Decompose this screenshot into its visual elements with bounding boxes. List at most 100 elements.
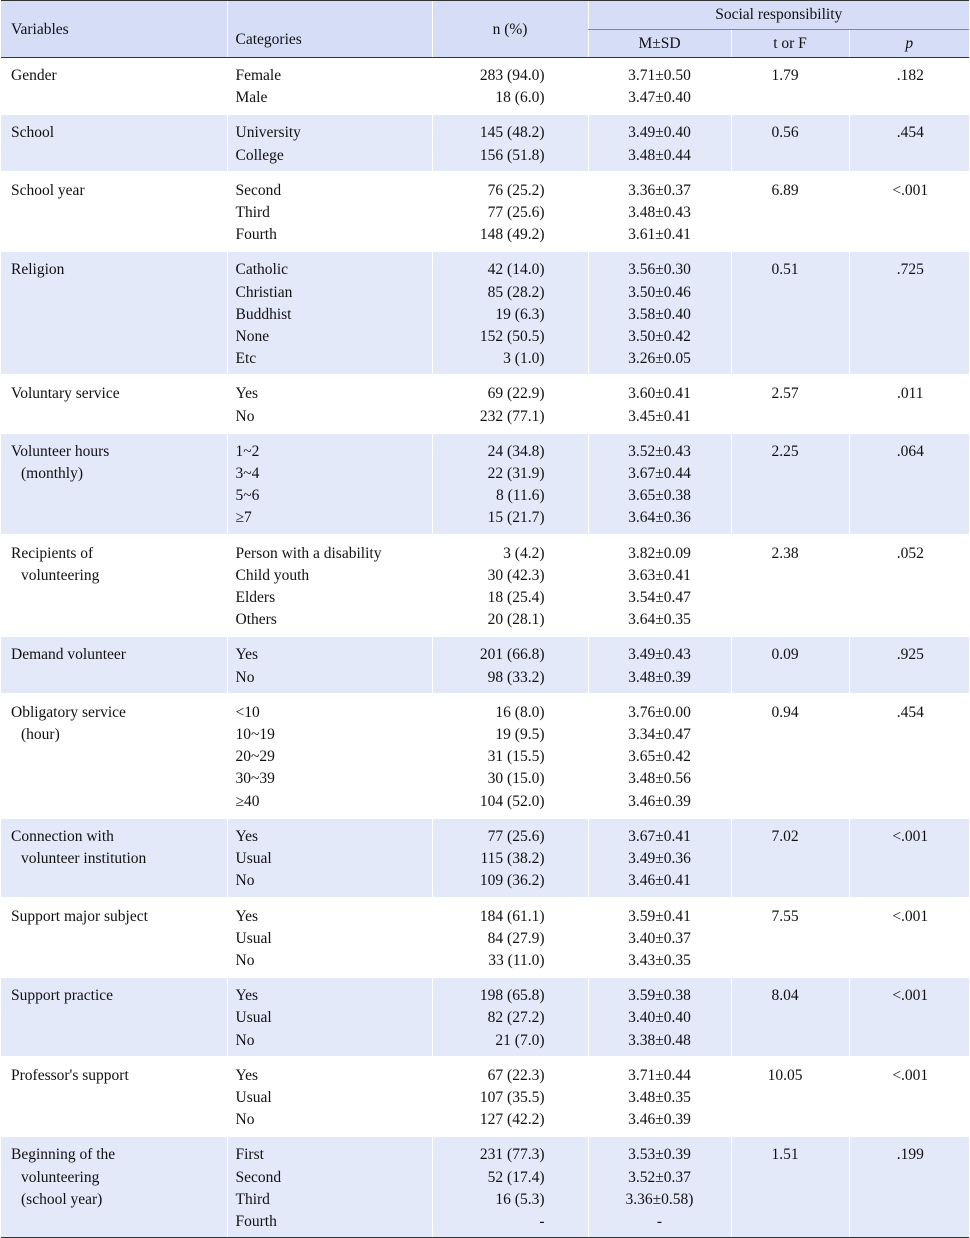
mean-sd-cell-line: 3.49±0.36 xyxy=(628,850,691,868)
category-cell-line: Second xyxy=(235,181,282,199)
mean-sd-cell-line: 3.48±0.56 xyxy=(628,770,691,788)
n-percent-cell-line: 18 (6.0) xyxy=(495,89,545,107)
t-or-f-cell: 6.89 xyxy=(730,170,849,252)
variable-cell-line: School year xyxy=(11,181,85,199)
t-or-f-cell: 2.25 xyxy=(730,431,849,535)
category-cell-line: Others xyxy=(235,611,277,629)
n-percent-cell-line: 18 (25.4) xyxy=(487,589,545,607)
t-or-f-cell: 1.51 xyxy=(730,1135,849,1238)
n-percent-cell: 67 (22.3) 107 (35.5) 127 (42.2) xyxy=(431,1055,588,1137)
variable-cell-line: (school year) xyxy=(21,1190,103,1208)
table-row: Connection with volunteer institution Yes U… xyxy=(1,816,970,898)
n-percent-cell-line: 22 (31.9) xyxy=(487,465,545,483)
variable-cell-line: Obligatory service xyxy=(11,703,126,721)
variable-cell-line: volunteering xyxy=(21,1168,100,1186)
variable-cell-line: Support practice xyxy=(11,987,114,1005)
n-percent-cell-line: 98 (33.2) xyxy=(487,668,545,686)
category-cell-line: ≥40 xyxy=(235,792,260,810)
n-percent-cell-line: 3 (1.0) xyxy=(503,350,545,368)
mean-sd-cell-line: 3.82±0.09 xyxy=(628,544,691,562)
t-or-f-cell: 1.79 xyxy=(730,57,849,115)
table-row: Volunteer hours (monthly) 1~2 3~4 5~6 ≥7 24 (3… xyxy=(1,431,970,535)
n-percent-cell: 145 (48.2) 156 (51.8) xyxy=(431,113,588,172)
n-percent-cell-line: 201 (66.8) xyxy=(479,646,545,664)
t-or-f-cell: 7.02 xyxy=(730,816,849,898)
category-cell-line: Yes xyxy=(235,827,259,845)
table-row: Voluntary service Yes No 69 (22.9) 232 (77.1… xyxy=(1,374,970,433)
mean-sd-cell-line: 3.46±0.39 xyxy=(628,1111,691,1129)
n-percent-cell-line: 109 (36.2) xyxy=(479,872,545,890)
category-cell-line: Second xyxy=(235,1168,282,1186)
mean-sd-cell-line: 3.71±0.50 xyxy=(628,67,691,84)
n-percent-cell: 201 (66.8) 98 (33.2) xyxy=(431,635,588,694)
n-percent-cell-line: 77 (25.6) xyxy=(487,204,545,222)
header-social-responsibility: Social responsibility xyxy=(587,0,970,30)
mean-sd-cell-line: 3.67±0.41 xyxy=(628,827,691,845)
category-cell-line: Usual xyxy=(235,1088,272,1106)
n-percent-cell-line: 16 (8.0) xyxy=(495,703,545,721)
n-percent-cell-line: 15 (21.7) xyxy=(487,509,545,527)
mean-sd-cell-line: 3.71±0.44 xyxy=(628,1066,691,1084)
n-percent-cell-line: 30 (15.0) xyxy=(487,770,545,788)
variable-cell: Support practice xyxy=(1,976,227,1057)
variable-cell-line: School xyxy=(11,124,55,142)
table-row: Support major subject Yes Usual No 184 (61.1… xyxy=(1,896,970,978)
category-cell: Yes Usual No xyxy=(226,896,432,978)
n-percent-cell-line: 8 (11.6) xyxy=(496,487,545,505)
table-row: Beginning of the volunteering (school year… xyxy=(1,1135,970,1238)
header-variables: Variables xyxy=(1,0,227,58)
n-percent-cell-line: 21 (7.0) xyxy=(495,1031,545,1049)
category-cell-line: 10~19 xyxy=(235,726,275,744)
category-cell-line: Usual xyxy=(235,850,272,868)
n-percent-cell-line: - xyxy=(539,1212,545,1230)
n-percent-cell-line: 283 (94.0) xyxy=(479,67,545,84)
category-cell-line: Usual xyxy=(235,1009,272,1027)
mean-sd-cell-line: 3.50±0.46 xyxy=(628,283,691,301)
category-cell-line: None xyxy=(235,328,270,346)
header-t-or-f: t or F xyxy=(730,29,849,58)
category-cell-line: Male xyxy=(235,89,268,107)
n-percent-cell-line: 104 (52.0) xyxy=(479,792,545,810)
t-or-f-cell: 0.94 xyxy=(730,692,849,818)
category-cell-line: Elders xyxy=(235,589,276,607)
mean-sd-cell-line: 3.59±0.41 xyxy=(628,907,691,925)
n-percent-cell: 42 (14.0) 85 (28.2) 19 (6.3) 152 (50.5) 3 (1… xyxy=(431,250,588,376)
table-row: Recipients of volunteering Person with a d… xyxy=(1,533,970,637)
mean-sd-cell: 3.67±0.41 3.49±0.36 3.46±0.41 xyxy=(587,816,731,898)
variable-cell-line: Demand volunteer xyxy=(11,646,126,664)
category-cell-line: Usual xyxy=(235,929,272,947)
category-cell-line: Female xyxy=(235,67,282,84)
variable-cell-line: Professor's support xyxy=(11,1066,129,1084)
p-value-cell: <.001 xyxy=(848,170,970,252)
n-percent-cell-line: 152 (50.5) xyxy=(479,328,545,346)
p-value-cell: .725 xyxy=(848,250,970,376)
variable-cell-line: (monthly) xyxy=(21,465,83,483)
variable-cell: Support major subject xyxy=(1,896,227,978)
n-percent-cell-line: 19 (9.5) xyxy=(495,726,545,744)
n-percent-cell-line: 85 (28.2) xyxy=(487,283,545,301)
p-value-cell: .925 xyxy=(848,635,970,694)
t-or-f-cell: 0.56 xyxy=(730,113,849,172)
mean-sd-cell-line: 3.49±0.43 xyxy=(628,646,691,664)
table-row: Support practice Yes Usual No 198 (65.8) 82 (… xyxy=(1,976,970,1057)
category-cell-line: ≥7 xyxy=(235,509,252,527)
category-cell-line: 20~29 xyxy=(235,748,275,766)
n-percent-cell: 76 (25.2) 77 (25.6) 148 (49.2) xyxy=(431,170,588,252)
category-cell-line: 30~39 xyxy=(235,770,275,788)
variable-cell-line: volunteer institution xyxy=(21,850,147,868)
n-percent-cell: 16 (8.0) 19 (9.5) 31 (15.5) 30 (15.0) 104 (5… xyxy=(431,692,588,818)
mean-sd-cell-line: 3.48±0.44 xyxy=(628,146,691,164)
category-cell-line: Yes xyxy=(235,385,259,403)
mean-sd-cell: 3.53±0.39 3.52±0.37 3.36±0.58) - xyxy=(587,1135,731,1238)
n-percent-cell-line: 31 (15.5) xyxy=(487,748,545,766)
t-or-f-cell: 7.55 xyxy=(730,896,849,978)
category-cell: Yes Usual No xyxy=(226,976,432,1057)
mean-sd-cell-line: 3.40±0.37 xyxy=(628,929,691,947)
p-value-cell: .199 xyxy=(848,1135,970,1238)
n-percent-cell: 184 (61.1) 84 (27.9) 33 (11.0) xyxy=(431,896,588,978)
n-percent-cell-line: 52 (17.4) xyxy=(487,1168,545,1186)
mean-sd-cell: 3.49±0.40 3.48±0.44 xyxy=(587,113,731,172)
variable-cell: Religion xyxy=(1,250,227,376)
mean-sd-cell-line: 3.45±0.41 xyxy=(628,407,691,425)
